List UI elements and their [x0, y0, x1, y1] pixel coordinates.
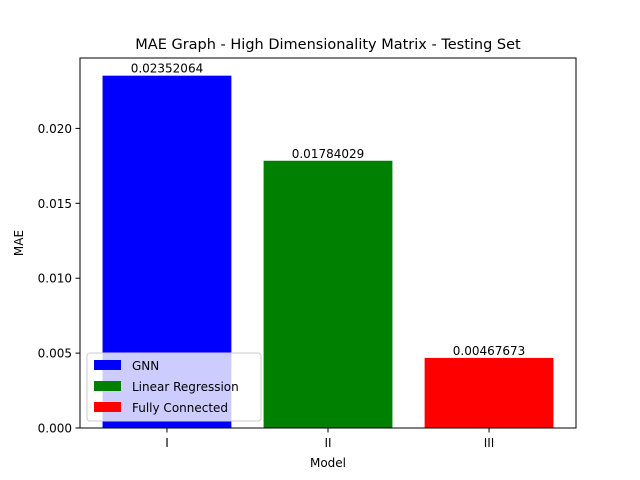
legend-label-2: Linear Regression [132, 380, 239, 394]
y-tick-label: 0.000 [38, 422, 72, 436]
legend-frame [86, 352, 262, 422]
value-labels-layer: 0.02352064 0.01784029 0.00467673 [131, 62, 526, 358]
bar-ii [263, 160, 393, 429]
legend: GNN Linear Regression Fully Connected [86, 352, 262, 422]
y-tick-label: 0.020 [38, 122, 72, 136]
legend-swatch-3 [94, 402, 121, 412]
value-label-ii: 0.01784029 [292, 147, 365, 161]
legend-swatch-1 [94, 360, 121, 370]
value-label-i: 0.02352064 [131, 62, 204, 76]
x-axis: I II III [165, 428, 494, 450]
legend-label-1: GNN [132, 359, 159, 373]
y-axis: 0.000 0.005 0.010 0.015 0.020 [38, 122, 80, 436]
y-tick-label: 0.015 [38, 197, 72, 211]
legend-swatch-2 [94, 381, 121, 391]
chart-title: MAE Graph - High Dimensionality Matrix -… [135, 37, 521, 53]
x-tick-label: II [324, 436, 331, 450]
legend-label-3: Fully Connected [132, 401, 228, 415]
x-axis-label: Model [310, 456, 346, 470]
x-tick-label: III [484, 436, 495, 450]
y-tick-label: 0.010 [38, 272, 72, 286]
x-tick-label: I [165, 436, 169, 450]
bar-iii [424, 357, 554, 428]
y-axis-label: MAE [12, 230, 26, 256]
y-tick-label: 0.005 [38, 347, 72, 361]
value-label-iii: 0.00467673 [453, 344, 526, 358]
